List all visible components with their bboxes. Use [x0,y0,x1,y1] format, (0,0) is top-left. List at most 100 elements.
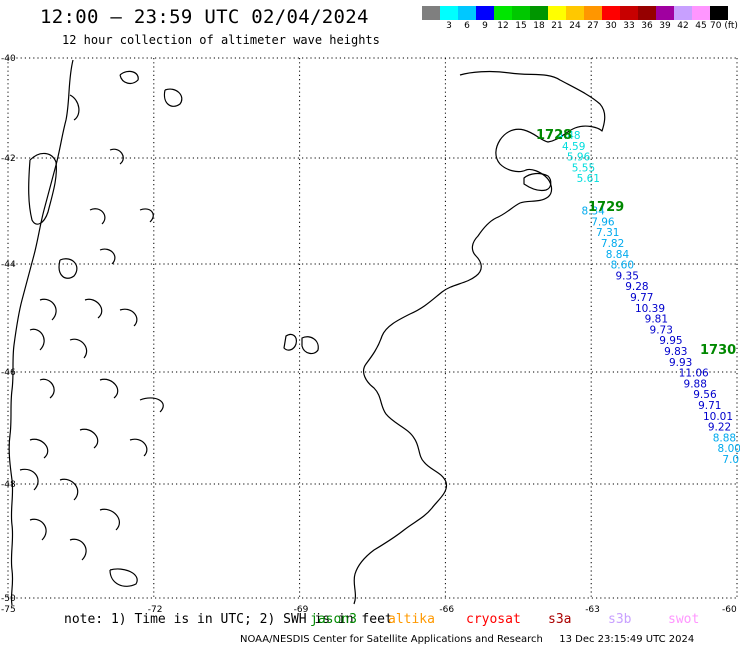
wave-height-label: 5.61 [577,173,600,185]
lon-tick-label: -72 [148,605,163,615]
colorbar-label: 3 [446,21,452,31]
colorbar-swatch [674,6,692,20]
colorbar-label: 21 [551,21,563,31]
colorbar-label: 45 [695,21,707,31]
wave-height-label: 9.28 [625,281,648,293]
colorbar-swatch [656,6,674,20]
map-title: 12:00 – 23:59 UTC 02/04/2024 [40,6,369,28]
map-subtitle: 12 hour collection of altimeter wave hei… [62,33,380,47]
wave-height-label: 4.48 [557,130,580,142]
colorbar-swatch [440,6,458,20]
wave-height-colorbar [422,6,728,20]
graticule [7,57,738,599]
colorbar-swatch [620,6,638,20]
colorbar-label: 39 [659,21,671,31]
colorbar-label: 27 [587,21,599,31]
pass-labels: 1728 1729 1730 [536,128,736,358]
colorbar-swatch [458,6,476,20]
lon-tick-label: -63 [585,605,600,615]
satellite-legend-cryosat: cryosat [466,612,521,627]
colorbar-swatch [422,6,440,20]
wave-height-label: 9.71 [698,400,721,412]
wave-height-label: 11.06 [679,368,709,380]
coastline [8,59,606,606]
wave-height-label: 8.34 [581,206,605,218]
footer-credit: NOAA/NESDIS Center for Satellite Applica… [240,634,543,645]
colorbar-label: 42 [677,21,689,31]
wave-height-label: 9.56 [693,389,717,401]
note-text: note: 1) Time is in UTC; 2) SWH is in fe… [64,612,393,627]
satellite-legend-jason3: jason3 [310,612,357,627]
colorbar-label: 33 [623,21,635,31]
note-row: note: 1) Time is in UTC; 2) SWH is in fe… [0,612,740,630]
wave-height-label: 5.55 [572,162,595,174]
wave-height-label: 7.31 [596,227,619,239]
colorbar-swatch [710,6,728,20]
colorbar-label: 18 [533,21,545,31]
pass-id-label: 1729 [588,200,624,215]
wave-height-label: 10.39 [635,303,665,315]
colorbar-swatch [512,6,530,20]
colorbar-label: 36 [641,21,653,31]
colorbar-labels: 3 6 9 12 15 18 21 24 27 30 33 36 39 42 45 70 (ft) [422,21,738,33]
satellite-legend-swot: swot [668,612,700,627]
lon-tick-label: -60 [722,605,737,615]
wave-height-label: 8.88 [713,432,736,444]
colorbar-label: 24 [569,21,581,31]
colorbar-swatch [566,6,584,20]
colorbar-swatch [530,6,548,20]
colorbar-swatch [584,6,602,20]
wave-height-label: 5.96 [567,152,591,164]
colorbar-label: 70 (ft) [710,21,738,31]
colorbar-swatch [494,6,512,20]
colorbar-label: 9 [482,21,488,31]
wave-height-label: 9.93 [669,357,692,369]
wave-height-label: 4.59 [562,141,585,153]
wave-height-label: 9.88 [684,378,707,390]
colorbar-label: 12 [497,21,509,31]
wave-observations: 4.484.595.965.555.61 8.347.967.317.828.84… [557,130,740,466]
wave-height-label: 9.73 [650,324,673,336]
wave-height-label: 9.95 [659,335,682,347]
colorbar-swatch [602,6,620,20]
chiloe-island [28,152,57,225]
colorbar-swatch [692,6,710,20]
satellite-legend-s3b: s3b [608,612,632,627]
colorbar-swatch [548,6,566,20]
wave-height-label: 8.84 [606,249,630,261]
lat-tick-label: -48 [1,480,16,490]
wave-height-label: 10.01 [703,411,733,423]
lon-tick-label: -69 [294,605,309,615]
axis-tick-labels: -40 -42 -44 -46 -48 -50-75 -72 -69 -66 -63 -60 [1,54,737,615]
colorbar-swatch [476,6,494,20]
wave-height-label: 9.35 [616,270,639,282]
colorbar-swatch [638,6,656,20]
wave-height-label: 7.0 [722,454,739,466]
footer: NOAA/NESDIS Center for Satellite Applica… [240,634,694,645]
lon-tick-label: -75 [1,605,16,615]
lat-tick-label: -42 [1,154,16,164]
wave-height-label: 8.60 [611,260,634,272]
wave-height-label: 9.77 [630,292,653,304]
mainland-coast [353,70,606,605]
small-island-east [283,333,319,355]
pass-id-label: 1728 [536,128,572,143]
lat-tick-label: -50 [1,594,16,604]
wave-height-label: 7.82 [601,238,624,250]
lon-tick-label: -66 [439,605,454,615]
colorbar-label: 6 [464,21,470,31]
wave-height-label: 7.96 [591,216,615,228]
pass-id-label: 1730 [700,343,736,358]
valdes-peninsula-inner-coast [523,172,552,192]
footer-timestamp: 13 Dec 23:15:49 UTC 2024 [559,634,695,645]
wave-height-label: 9.81 [645,314,668,326]
colorbar-label: 30 [605,21,617,31]
lat-tick-label: -40 [1,54,16,64]
satellite-legend-s3a: s3a [548,612,572,627]
satellite-legend-altika: altika [388,612,435,627]
lat-tick-label: -46 [1,368,16,378]
wave-height-label: 9.83 [664,346,687,358]
archipelago-fragments [19,70,183,587]
wave-height-label: 9.22 [708,422,731,434]
